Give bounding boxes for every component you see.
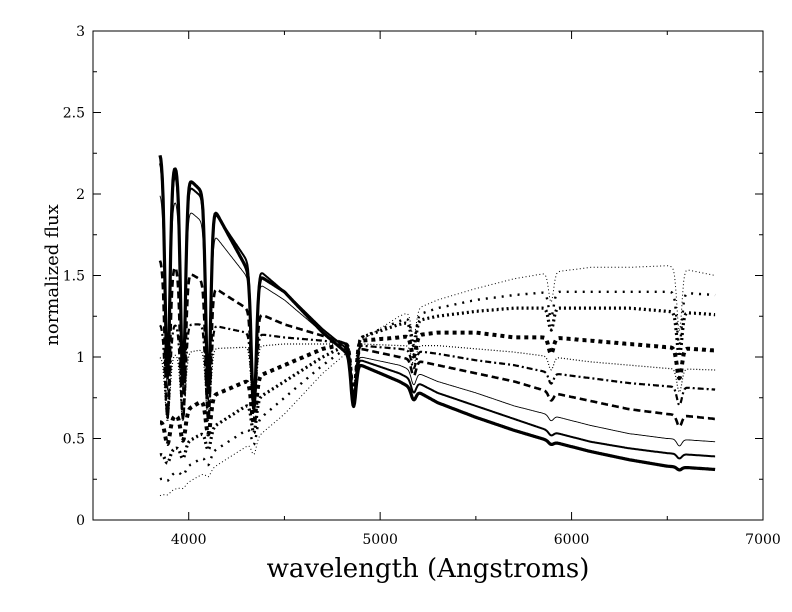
series-line-8 [159,306,716,465]
y-axis-ticks: 0 0.5 1 1.5 2 2.5 3 [63,24,763,529]
y-tick-label: 1 [76,350,85,366]
x-tick-label: 7000 [745,532,781,548]
y-tick-label: 0.5 [63,432,85,448]
y-tick-label: 1.5 [63,269,85,285]
y-tick-label: 3 [76,24,85,40]
y-tick-label: 2 [76,187,85,203]
y-tick-label: 2.5 [63,106,85,122]
x-axis-label: wavelength (Angstroms) [267,554,590,584]
series-line-9 [159,290,716,483]
series-group [158,154,717,497]
y-axis-label: normalized flux [42,204,63,345]
x-tick-label: 4000 [171,532,207,548]
series-line-1 [158,154,716,472]
series-line-7 [158,330,717,446]
series-line-2 [159,163,716,460]
series-line-6 [159,343,716,423]
x-tick-label: 6000 [554,532,590,548]
x-axis-ticks: 4000 5000 6000 7000 [92,31,781,548]
x-tick-label: 5000 [362,532,398,548]
series-line-10 [159,265,716,497]
y-tick-label: 0 [76,513,85,529]
